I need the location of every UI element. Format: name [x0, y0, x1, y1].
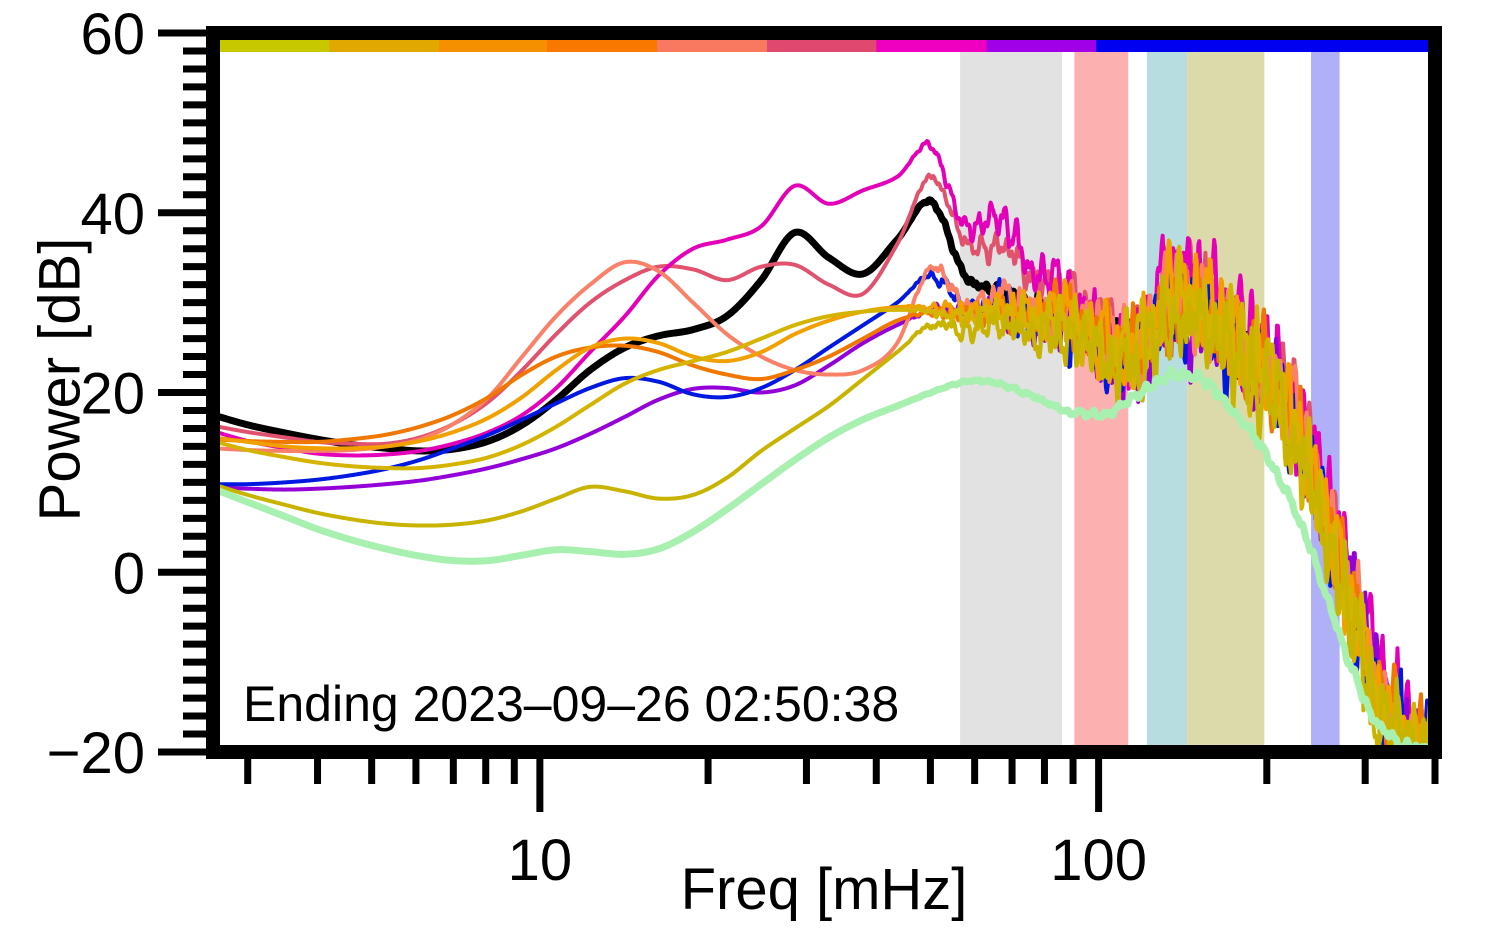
x-axis-label: Freq [mHz] [213, 856, 1435, 923]
region-periwinkle [1311, 43, 1340, 752]
y-tick-label: 20 [80, 362, 145, 427]
colorbar-group [213, 37, 1435, 52]
ending-timestamp-text: Ending 2023‒09‒26 02:50:38 [243, 676, 900, 732]
band-blue [1096, 37, 1435, 52]
curve-series-lightgreen [213, 365, 1435, 752]
x-tick-label: 10 [508, 828, 573, 893]
band-olive [213, 37, 330, 52]
y-tick-label: 60 [80, 2, 145, 67]
band-orange [547, 37, 658, 52]
band-amber [439, 37, 548, 52]
x-tick-label: 100 [1050, 828, 1147, 893]
band-purple [986, 37, 1097, 52]
tick-label-group: −20 0 20 40 60 10 100 [47, 2, 1147, 893]
region-gray [960, 43, 1063, 752]
band-gold [329, 37, 440, 52]
curve-series-darkyellow [213, 274, 1435, 752]
y-tick-label: −20 [47, 721, 145, 786]
data-curves-group [213, 139, 1435, 752]
band-salmon [656, 37, 768, 52]
ending-timestamp-annotation: Ending 2023‒09‒26 02:50:38 [243, 675, 899, 733]
band-magenta [876, 37, 988, 52]
band-crimson [767, 37, 877, 52]
tick-group [158, 29, 1439, 812]
axis-frame-group [206, 26, 1442, 759]
y-axis-label: Power [dB] [27, 235, 94, 525]
axes-frame [206, 26, 1442, 759]
curve-series-gold [213, 244, 1435, 752]
region-lightblue [1146, 43, 1188, 752]
y-tick-label: 0 [113, 541, 145, 606]
y-axis-label-text: Power [dB] [27, 237, 93, 522]
y-tick-label: 40 [80, 182, 145, 247]
x-axis-label-text: Freq [mHz] [680, 857, 968, 922]
